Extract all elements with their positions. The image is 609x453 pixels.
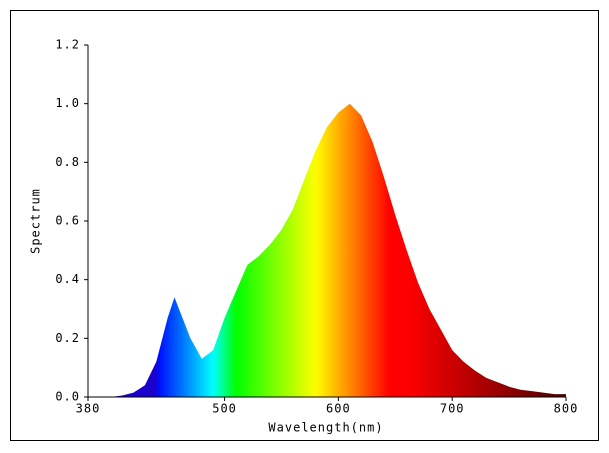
y-tick-label: 0.0 [55,390,80,404]
x-axis-label: Wavelength(nm) [268,421,383,435]
x-tick-label: 380 [76,402,101,416]
y-tick-label: 0.4 [55,272,80,286]
x-tick-label: 700 [440,402,465,416]
y-axis-label: Spectrum [29,188,43,254]
x-tick-label: 800 [554,402,579,416]
y-tick-label: 0.2 [55,331,80,345]
y-tick-label: 1.2 [55,38,80,52]
y-tick-label: 1.0 [55,96,80,110]
x-tick-label: 600 [326,402,351,416]
y-tick-label: 0.8 [55,155,80,169]
spectrum-area [88,103,566,397]
y-tick-label: 0.6 [55,214,80,228]
x-tick-label: 500 [212,402,237,416]
